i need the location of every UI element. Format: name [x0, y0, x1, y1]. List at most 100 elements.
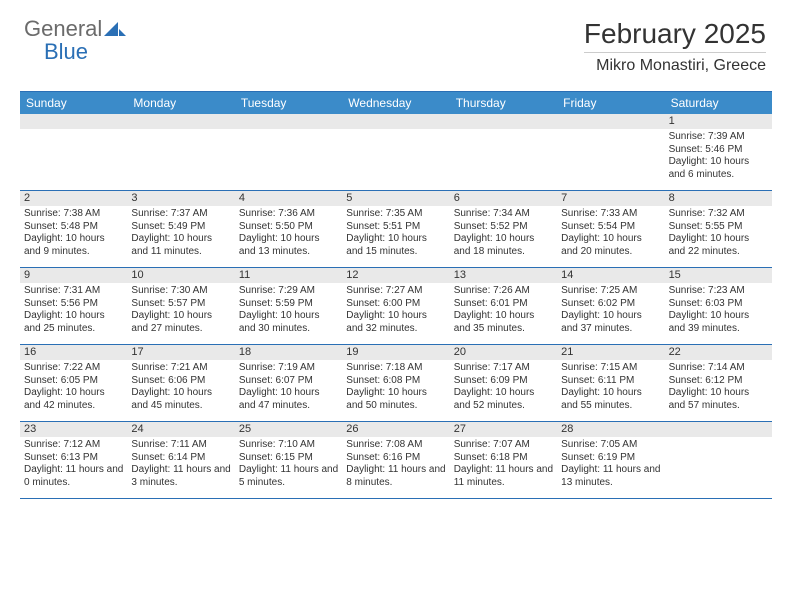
day-number [665, 422, 772, 437]
sunset-text: Sunset: 5:55 PM [669, 221, 768, 234]
day-cell: 14Sunrise: 7:25 AMSunset: 6:02 PMDayligh… [557, 268, 664, 344]
sunrise-text: Sunrise: 7:22 AM [24, 362, 123, 375]
day-body: Sunrise: 7:14 AMSunset: 6:12 PMDaylight:… [665, 360, 772, 416]
sunrise-text: Sunrise: 7:34 AM [454, 208, 553, 221]
sunrise-text: Sunrise: 7:11 AM [131, 439, 230, 452]
day-cell: 28Sunrise: 7:05 AMSunset: 6:19 PMDayligh… [557, 422, 664, 498]
sunrise-text: Sunrise: 7:37 AM [131, 208, 230, 221]
day-cell: 18Sunrise: 7:19 AMSunset: 6:07 PMDayligh… [235, 345, 342, 421]
sunrise-text: Sunrise: 7:33 AM [561, 208, 660, 221]
day-cell [342, 114, 449, 190]
sunset-text: Sunset: 6:15 PM [239, 452, 338, 465]
daylight-text: Daylight: 10 hours and 45 minutes. [131, 387, 230, 412]
daylight-text: Daylight: 10 hours and 11 minutes. [131, 233, 230, 258]
daylight-text: Daylight: 10 hours and 15 minutes. [346, 233, 445, 258]
sunset-text: Sunset: 5:49 PM [131, 221, 230, 234]
day-cell [557, 114, 664, 190]
day-body: Sunrise: 7:07 AMSunset: 6:18 PMDaylight:… [450, 437, 557, 493]
daylight-text: Daylight: 10 hours and 20 minutes. [561, 233, 660, 258]
day-cell: 11Sunrise: 7:29 AMSunset: 5:59 PMDayligh… [235, 268, 342, 344]
sunset-text: Sunset: 6:07 PM [239, 375, 338, 388]
sunset-text: Sunset: 6:00 PM [346, 298, 445, 311]
sunrise-text: Sunrise: 7:25 AM [561, 285, 660, 298]
day-number: 20 [450, 345, 557, 360]
daylight-text: Daylight: 10 hours and 39 minutes. [669, 310, 768, 335]
daylight-text: Daylight: 11 hours and 8 minutes. [346, 464, 445, 489]
day-number: 15 [665, 268, 772, 283]
day-number: 6 [450, 191, 557, 206]
sunset-text: Sunset: 5:57 PM [131, 298, 230, 311]
day-body: Sunrise: 7:26 AMSunset: 6:01 PMDaylight:… [450, 283, 557, 339]
day-number: 25 [235, 422, 342, 437]
day-cell: 7Sunrise: 7:33 AMSunset: 5:54 PMDaylight… [557, 191, 664, 267]
day-cell: 27Sunrise: 7:07 AMSunset: 6:18 PMDayligh… [450, 422, 557, 498]
day-number: 24 [127, 422, 234, 437]
day-body: Sunrise: 7:38 AMSunset: 5:48 PMDaylight:… [20, 206, 127, 262]
sunset-text: Sunset: 5:50 PM [239, 221, 338, 234]
day-body: Sunrise: 7:29 AMSunset: 5:59 PMDaylight:… [235, 283, 342, 339]
title-block: February 2025 Mikro Monastiri, Greece [584, 18, 766, 75]
calendar-grid: Sunday Monday Tuesday Wednesday Thursday… [20, 91, 772, 499]
sunset-text: Sunset: 6:06 PM [131, 375, 230, 388]
day-cell: 19Sunrise: 7:18 AMSunset: 6:08 PMDayligh… [342, 345, 449, 421]
sunrise-text: Sunrise: 7:36 AM [239, 208, 338, 221]
day-cell: 8Sunrise: 7:32 AMSunset: 5:55 PMDaylight… [665, 191, 772, 267]
sunrise-text: Sunrise: 7:10 AM [239, 439, 338, 452]
daylight-text: Daylight: 10 hours and 6 minutes. [669, 156, 768, 181]
sunrise-text: Sunrise: 7:18 AM [346, 362, 445, 375]
day-number [342, 114, 449, 129]
daylight-text: Daylight: 10 hours and 42 minutes. [24, 387, 123, 412]
day-number: 9 [20, 268, 127, 283]
calendar-week-row: 23Sunrise: 7:12 AMSunset: 6:13 PMDayligh… [20, 422, 772, 499]
day-number: 7 [557, 191, 664, 206]
sunrise-text: Sunrise: 7:19 AM [239, 362, 338, 375]
day-body: Sunrise: 7:08 AMSunset: 6:16 PMDaylight:… [342, 437, 449, 493]
day-cell: 5Sunrise: 7:35 AMSunset: 5:51 PMDaylight… [342, 191, 449, 267]
day-number [127, 114, 234, 129]
day-body: Sunrise: 7:34 AMSunset: 5:52 PMDaylight:… [450, 206, 557, 262]
daylight-text: Daylight: 11 hours and 5 minutes. [239, 464, 338, 489]
day-cell: 21Sunrise: 7:15 AMSunset: 6:11 PMDayligh… [557, 345, 664, 421]
sunset-text: Sunset: 5:51 PM [346, 221, 445, 234]
daylight-text: Daylight: 10 hours and 57 minutes. [669, 387, 768, 412]
day-body: Sunrise: 7:39 AMSunset: 5:46 PMDaylight:… [665, 129, 772, 185]
day-number: 14 [557, 268, 664, 283]
sunset-text: Sunset: 6:16 PM [346, 452, 445, 465]
month-title: February 2025 [584, 18, 766, 53]
sunrise-text: Sunrise: 7:32 AM [669, 208, 768, 221]
daylight-text: Daylight: 10 hours and 13 minutes. [239, 233, 338, 258]
location-text: Mikro Monastiri, Greece [584, 57, 766, 75]
daylight-text: Daylight: 11 hours and 0 minutes. [24, 464, 123, 489]
day-number: 2 [20, 191, 127, 206]
sunset-text: Sunset: 6:19 PM [561, 452, 660, 465]
sunset-text: Sunset: 6:08 PM [346, 375, 445, 388]
daylight-text: Daylight: 10 hours and 22 minutes. [669, 233, 768, 258]
sunset-text: Sunset: 6:13 PM [24, 452, 123, 465]
day-cell: 25Sunrise: 7:10 AMSunset: 6:15 PMDayligh… [235, 422, 342, 498]
sunrise-text: Sunrise: 7:30 AM [131, 285, 230, 298]
daylight-text: Daylight: 11 hours and 3 minutes. [131, 464, 230, 489]
sunset-text: Sunset: 6:11 PM [561, 375, 660, 388]
day-cell: 20Sunrise: 7:17 AMSunset: 6:09 PMDayligh… [450, 345, 557, 421]
sunrise-text: Sunrise: 7:31 AM [24, 285, 123, 298]
sunset-text: Sunset: 6:03 PM [669, 298, 768, 311]
day-header-sunday: Sunday [20, 92, 127, 114]
day-body: Sunrise: 7:37 AMSunset: 5:49 PMDaylight:… [127, 206, 234, 262]
day-number: 4 [235, 191, 342, 206]
sunrise-text: Sunrise: 7:08 AM [346, 439, 445, 452]
sunset-text: Sunset: 5:48 PM [24, 221, 123, 234]
sunset-text: Sunset: 5:59 PM [239, 298, 338, 311]
day-body: Sunrise: 7:10 AMSunset: 6:15 PMDaylight:… [235, 437, 342, 493]
sunrise-text: Sunrise: 7:35 AM [346, 208, 445, 221]
day-body: Sunrise: 7:22 AMSunset: 6:05 PMDaylight:… [20, 360, 127, 416]
sunrise-text: Sunrise: 7:23 AM [669, 285, 768, 298]
sunset-text: Sunset: 6:09 PM [454, 375, 553, 388]
day-number: 22 [665, 345, 772, 360]
day-number [450, 114, 557, 129]
day-number: 26 [342, 422, 449, 437]
page-header: General Blue February 2025 Mikro Monasti… [0, 0, 792, 83]
day-body: Sunrise: 7:32 AMSunset: 5:55 PMDaylight:… [665, 206, 772, 262]
day-cell: 2Sunrise: 7:38 AMSunset: 5:48 PMDaylight… [20, 191, 127, 267]
day-header-thursday: Thursday [450, 92, 557, 114]
day-body: Sunrise: 7:36 AMSunset: 5:50 PMDaylight:… [235, 206, 342, 262]
